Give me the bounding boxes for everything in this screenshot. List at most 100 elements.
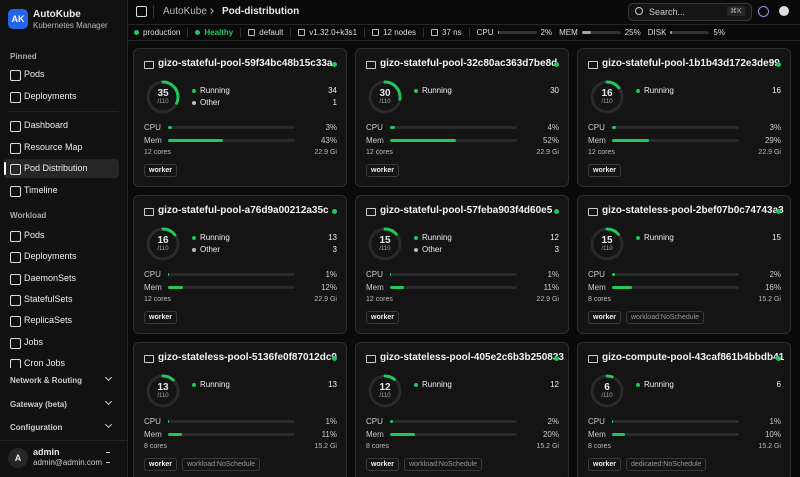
status-dot [414,89,418,93]
meter-name: MEM [559,27,578,37]
meter-label: 5% [713,27,725,37]
separator [423,27,425,37]
metric-label: 1% [769,417,781,426]
role-tag: worker [144,164,177,177]
search-placeholder: Search... [649,7,686,17]
node-card[interactable]: gizo-stateful-pool-32c80ac363d7be8d 30/11… [355,48,569,187]
cores: 12 cores [366,296,393,303]
separator [364,27,366,37]
status-dot [195,29,201,35]
node-card[interactable]: gizo-stateful-pool-1b1b43d172e3de99 16/11… [577,48,791,187]
node-card[interactable]: gizo-stateful-pool-59f34bc48b15c33a 35/11… [133,48,347,187]
status-bar: production Healthy default v1.32.0+k3s1 12 n… [128,24,800,41]
pod-ring [146,374,180,408]
sidebar-toggle[interactable] [136,6,147,17]
taint-tag: dedicated:NoSchedule [625,458,707,471]
metric-name: Mem [366,283,384,292]
ring-fill [146,80,180,114]
pod-ring [368,80,402,114]
metric-track [612,433,739,436]
pod-count: 15 [379,235,391,246]
nav-item[interactable]: Deployments [4,247,119,266]
theme-icon[interactable] [758,6,769,17]
breadcrumb-link[interactable]: AutoKube [163,6,207,17]
nav-group[interactable]: Network & Routing [0,372,127,390]
status-dot [192,236,196,240]
search-box[interactable]: Search... ⌘K [628,3,752,21]
status-dot [414,383,418,387]
nav-item[interactable]: Dashboard [4,116,119,135]
nav-item[interactable]: Resource Map [4,138,119,157]
status-count: 3 [332,245,337,254]
avatar: A [8,448,28,468]
node-card[interactable]: gizo-stateless-pool-5136fe0f87012dc9 13/1… [133,342,347,477]
group-label: Configuration [10,423,63,432]
status-item: 12 nodes [372,28,416,37]
nav-item[interactable]: ReplicaSets [4,311,119,330]
cores: 8 cores [144,443,167,450]
nav-item[interactable]: Pods [4,65,119,84]
nav-item[interactable]: Timeline [4,181,119,200]
ring-fill [146,227,180,261]
status-name: Other [422,245,443,254]
node-card[interactable]: gizo-stateful-pool-57feba903f4d60e5 15/11… [355,195,569,334]
nav-icon [10,273,21,285]
metric-name: CPU [144,270,161,279]
status-icon [372,28,380,36]
node-card[interactable]: gizo-stateless-pool-405e2c6b3b250833 12/1… [355,342,569,477]
nav-item[interactable]: Pods [4,226,119,245]
metric-label: 3% [769,123,781,132]
user-email: admin@admin.com [33,458,103,467]
mode-icon[interactable] [779,6,789,16]
meter-label: 25% [624,27,641,37]
metric-label: 1% [325,270,337,279]
separator [290,27,292,37]
metric-label: 4% [547,123,559,132]
memory: 15.2 Gi [758,443,781,450]
nav-item[interactable]: StatefulSets [4,290,119,309]
ring-fill [368,374,402,408]
metric-track [390,420,517,423]
node-card[interactable]: gizo-stateful-pool-a76d9a00212a35c 16/110… [133,195,347,334]
pod-count: 15 [601,235,613,246]
metric-fill [168,126,172,129]
pod-capacity: /110 [601,99,613,105]
status-count: 30 [550,86,559,95]
separator [240,27,242,37]
pod-ring [146,80,180,114]
meter-track [670,30,710,34]
nav-item[interactable]: Deployments [4,87,119,106]
nav-item[interactable]: Pod Distribution [4,159,119,178]
pod-capacity: /110 [157,99,169,105]
status-icon [431,28,439,36]
memory: 15.2 Gi [758,296,781,303]
status-text: default [259,27,284,37]
server-icon [366,61,376,69]
node-card[interactable]: gizo-stateless-pool-2bef07b0c74743a3 15/1… [577,195,791,334]
meter-name: DISK [647,27,667,37]
node-name: gizo-stateless-pool-405e2c6b3b250833 [380,352,564,363]
nav-icon [10,252,21,264]
status-icon [298,28,306,36]
taint-tag: workload:NoSchedule [181,458,261,471]
metric-track [390,286,517,289]
nav-group[interactable]: Gateway (beta) [0,396,127,414]
ready-dot [332,62,337,67]
node-name: gizo-stateful-pool-32c80ac363d7be8d [380,58,558,69]
meter: CPU 2% [477,28,552,37]
metric-track [168,126,295,129]
metric-name: CPU [588,270,605,279]
nav-item[interactable]: Jobs [4,333,119,352]
meter: DISK 5% [648,28,725,37]
nav-group[interactable]: Configuration [0,419,127,437]
ring-fill [368,80,402,114]
metric-name: Mem [144,136,162,145]
nav-label: Pods [24,69,45,79]
meter: MEM 25% [559,28,641,37]
group-label: Network & Routing [10,376,82,385]
nav-item[interactable]: DaemonSets [4,269,119,288]
node-card[interactable]: gizo-compute-pool-43caf861b4bbdb41 6/110 R… [577,342,791,477]
node-name: gizo-stateful-pool-59f34bc48b15c33a [158,58,333,69]
node-name: gizo-compute-pool-43caf861b4bbdb41 [602,352,785,363]
